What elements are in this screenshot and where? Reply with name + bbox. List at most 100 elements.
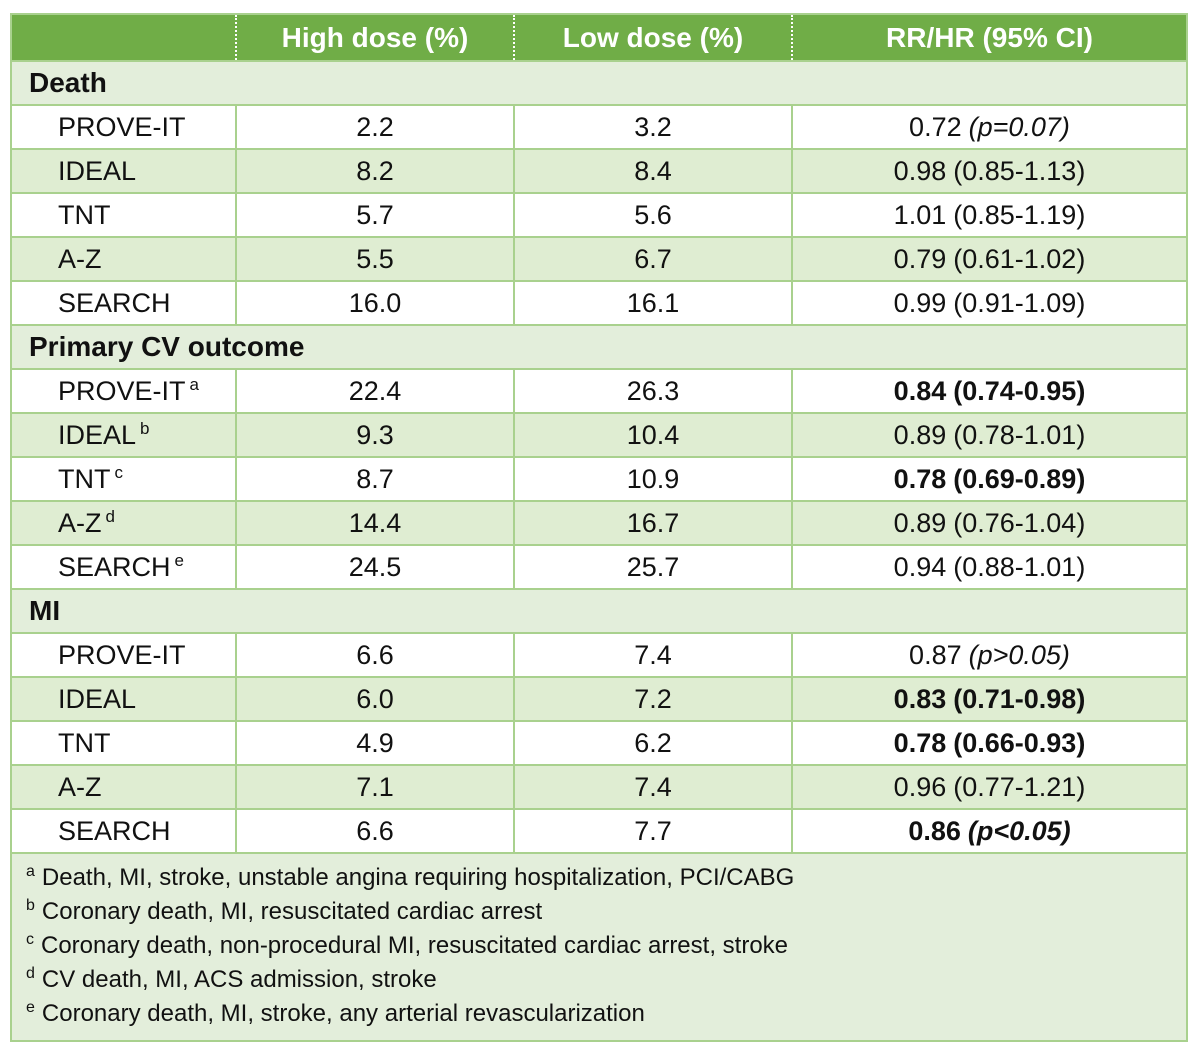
- table-row: SEARCH e 24.5 25.7 0.94 (0.88-1.01): [10, 544, 1188, 590]
- table-row: PROVE-IT a 22.4 26.3 0.84 (0.74-0.95): [10, 368, 1188, 414]
- section-title: Death: [10, 60, 1188, 106]
- study-cell: TNT: [10, 192, 237, 238]
- table-row: IDEAL 8.2 8.4 0.98 (0.85-1.13): [10, 148, 1188, 194]
- table-row: PROVE-IT 6.6 7.4 0.87 (p>0.05): [10, 632, 1188, 678]
- study-cell: A-Z d: [10, 500, 237, 546]
- table-row: PROVE-IT 2.2 3.2 0.72 (p=0.07): [10, 104, 1188, 150]
- table-row: IDEAL 6.0 7.2 0.83 (0.71-0.98): [10, 676, 1188, 722]
- study-cell: PROVE-IT: [10, 104, 237, 150]
- table-row: TNT 4.9 6.2 0.78 (0.66-0.93): [10, 720, 1188, 766]
- section-row-death: Death: [10, 60, 1188, 106]
- footnote-text: Coronary death, MI, stroke, any arterial…: [41, 1000, 645, 1027]
- rr-cell: 0.94 (0.88-1.01): [791, 544, 1188, 590]
- study-name: A-Z: [58, 507, 102, 538]
- high-dose-cell: 8.2: [235, 148, 515, 194]
- rr-ci: (0.71-0.98): [953, 683, 1086, 714]
- high-dose-cell: 7.1: [235, 764, 515, 810]
- low-dose-cell: 6.7: [513, 236, 793, 282]
- study-name: IDEAL: [58, 419, 137, 450]
- rr-ci: (0.78-1.01): [953, 419, 1086, 450]
- rr-value: 0.89: [893, 419, 947, 450]
- footnote-marker: d: [105, 506, 115, 526]
- study-cell: SEARCH e: [10, 544, 237, 590]
- footnote: d CV death, MI, ACS admission, stroke: [26, 963, 1174, 997]
- high-dose-cell: 5.5: [235, 236, 515, 282]
- footnote: e Coronary death, MI, stroke, any arteria…: [26, 997, 1174, 1031]
- study-name: IDEAL: [58, 683, 137, 714]
- section-title: Primary CV outcome: [10, 324, 1188, 370]
- rr-value: 0.83: [893, 683, 947, 714]
- rr-cell: 0.79 (0.61-1.02): [791, 236, 1188, 282]
- study-name: PROVE-IT: [58, 375, 186, 406]
- study-name: SEARCH: [58, 815, 171, 846]
- low-dose-cell: 7.4: [513, 632, 793, 678]
- rr-cell: 0.98 (0.85-1.13): [791, 148, 1188, 194]
- high-dose-cell: 24.5: [235, 544, 515, 590]
- low-dose-cell: 16.1: [513, 280, 793, 326]
- study-name: IDEAL: [58, 155, 137, 186]
- rr-ci: (0.66-0.93): [953, 727, 1086, 758]
- study-cell: TNT: [10, 720, 237, 766]
- rr-value: 0.89: [893, 507, 947, 538]
- rr-value: 0.86: [908, 815, 961, 846]
- low-dose-cell: 10.9: [513, 456, 793, 502]
- section-title: MI: [10, 588, 1188, 634]
- rr-ci: (0.61-1.02): [953, 243, 1086, 274]
- rr-ci: (0.77-1.21): [953, 771, 1086, 802]
- rr-cell: 0.89 (0.76-1.04): [791, 500, 1188, 546]
- table-row: A-Z 7.1 7.4 0.96 (0.77-1.21): [10, 764, 1188, 810]
- high-dose-cell: 14.4: [235, 500, 515, 546]
- section-row-primary-cv-outcome: Primary CV outcome: [10, 324, 1188, 370]
- low-dose-cell: 5.6: [513, 192, 793, 238]
- study-name: TNT: [58, 727, 111, 758]
- rr-value: 0.98: [893, 155, 947, 186]
- footnote-marker: e: [174, 550, 184, 570]
- table-row: TNT 5.7 5.6 1.01 (0.85-1.19): [10, 192, 1188, 238]
- table-row: SEARCH 16.0 16.1 0.99 (0.91-1.09): [10, 280, 1188, 326]
- rr-ci: (0.85-1.19): [953, 199, 1086, 230]
- footnote-text: CV death, MI, ACS admission, stroke: [41, 966, 437, 993]
- low-dose-cell: 26.3: [513, 368, 793, 414]
- high-dose-cell: 16.0: [235, 280, 515, 326]
- study-cell: TNT c: [10, 456, 237, 502]
- footnote-marker: b: [26, 897, 35, 914]
- footnote-marker: e: [26, 999, 35, 1016]
- footnote: a Death, MI, stroke, unstable angina requ…: [26, 861, 1174, 895]
- study-name: PROVE-IT: [58, 639, 186, 670]
- rr-ci: (0.76-1.04): [953, 507, 1086, 538]
- study-cell: A-Z: [10, 236, 237, 282]
- rr-ci: (0.85-1.13): [953, 155, 1086, 186]
- high-dose-cell: 2.2: [235, 104, 515, 150]
- table-row: A-Z d 14.4 16.7 0.89 (0.76-1.04): [10, 500, 1188, 546]
- header-cell-rr-hr: RR/HR (95% CI): [791, 14, 1187, 61]
- high-dose-cell: 5.7: [235, 192, 515, 238]
- study-name: TNT: [58, 199, 111, 230]
- low-dose-cell: 3.2: [513, 104, 793, 150]
- high-dose-cell: 6.0: [235, 676, 515, 722]
- footnote-marker: a: [26, 863, 35, 880]
- study-cell: PROVE-IT a: [10, 368, 237, 414]
- rr-ci: (p<0.05): [967, 815, 1071, 846]
- table-row: TNT c 8.7 10.9 0.78 (0.69-0.89): [10, 456, 1188, 502]
- study-name: SEARCH: [58, 551, 171, 582]
- footnote-text: Coronary death, MI, resuscitated cardiac…: [41, 898, 543, 925]
- study-cell: SEARCH: [10, 280, 237, 326]
- low-dose-cell: 7.4: [513, 764, 793, 810]
- table-row: IDEAL b 9.3 10.4 0.89 (0.78-1.01): [10, 412, 1188, 458]
- rr-ci: (p>0.05): [968, 639, 1070, 670]
- rr-cell: 0.78 (0.69-0.89): [791, 456, 1188, 502]
- high-dose-cell: 6.6: [235, 808, 515, 854]
- rr-cell: 0.87 (p>0.05): [791, 632, 1188, 678]
- high-dose-cell: 8.7: [235, 456, 515, 502]
- header-cell-high-dose: High dose (%): [235, 14, 514, 61]
- rr-ci: (0.69-0.89): [953, 463, 1086, 494]
- low-dose-cell: 16.7: [513, 500, 793, 546]
- rr-cell: 1.01 (0.85-1.19): [791, 192, 1188, 238]
- rr-value: 0.94: [893, 551, 947, 582]
- low-dose-cell: 10.4: [513, 412, 793, 458]
- study-cell: IDEAL: [10, 676, 237, 722]
- low-dose-cell: 8.4: [513, 148, 793, 194]
- study-name: TNT: [58, 463, 111, 494]
- low-dose-cell: 25.7: [513, 544, 793, 590]
- rr-value: 0.96: [893, 771, 947, 802]
